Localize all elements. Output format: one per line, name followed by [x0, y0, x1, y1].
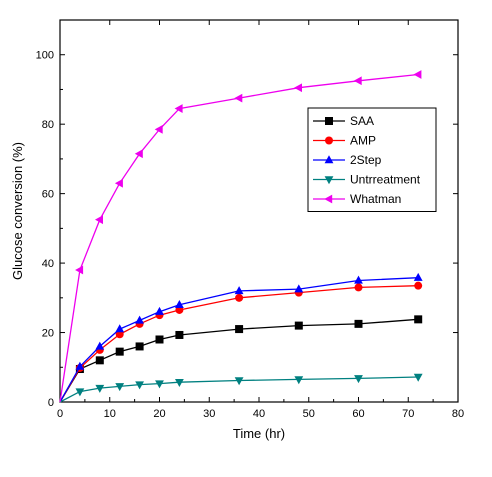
data-point-whatman [154, 124, 163, 134]
legend: SAA AMP 2Step Untrreatment Whatman [307, 107, 437, 212]
data-point-2step [234, 286, 244, 295]
x-axis-title: Time (hr) [233, 426, 285, 441]
data-point-amp [235, 293, 244, 302]
legend-label-amp: AMP [350, 134, 376, 148]
y-tick-label: 0 [48, 397, 54, 409]
y-axis-title: Glucose conversion (%) [10, 142, 25, 280]
series-whatman [59, 70, 422, 403]
data-point-2step [413, 272, 423, 281]
data-point-whatman [294, 83, 302, 93]
y-tick-label: 80 [42, 119, 54, 131]
legend-label-untrreatment: Untrreatment [350, 173, 421, 187]
x-tick-label: 50 [303, 408, 315, 420]
data-point-saa [155, 335, 164, 344]
series-2step [59, 272, 423, 403]
data-point-untrreatment [354, 375, 363, 384]
x-tick-label: 40 [253, 408, 265, 420]
data-point-untrreatment [155, 380, 164, 389]
data-point-2step [135, 315, 144, 324]
data-point-saa [414, 315, 423, 324]
x-tick-label: 60 [352, 408, 364, 420]
y-tick-label: 40 [42, 258, 54, 270]
data-point-saa [294, 321, 303, 330]
data-point-untrreatment [175, 379, 184, 388]
data-point-untrreatment [95, 384, 105, 393]
data-point-2step [95, 341, 105, 350]
data-point-untrreatment [413, 373, 423, 382]
legend-label-whatman: Whatman [350, 192, 401, 206]
legend-marker-untrreatment [324, 176, 334, 185]
data-point-saa [95, 356, 104, 365]
data-point-amp [414, 281, 423, 290]
series-saa [59, 315, 423, 403]
legend-marker-amp [325, 136, 333, 145]
data-point-saa [235, 325, 244, 334]
data-point-untrreatment [115, 383, 125, 392]
data-point-whatman [95, 215, 103, 225]
data-point-whatman [353, 76, 362, 86]
legend-marker-2step [324, 155, 334, 164]
data-point-whatman [234, 93, 243, 103]
data-point-amp [115, 330, 124, 339]
x-tick-label: 10 [104, 408, 116, 420]
data-point-2step [294, 284, 304, 293]
data-point-whatman [174, 104, 183, 113]
data-point-2step [354, 275, 363, 284]
data-point-saa [354, 319, 363, 328]
x-tick-label: 0 [57, 408, 63, 420]
data-point-untrreatment [294, 376, 304, 385]
y-tick-label: 100 [36, 50, 54, 62]
series-untrreatment [59, 373, 423, 403]
legend-marker-saa [325, 117, 333, 125]
data-point-whatman [413, 70, 422, 79]
data-point-whatman [134, 149, 143, 159]
data-point-untrreatment [75, 388, 85, 397]
x-tick-label: 20 [153, 408, 165, 420]
data-point-saa [115, 347, 124, 356]
data-point-2step [75, 361, 85, 370]
data-point-amp [175, 305, 184, 314]
legend-label-2step: 2Step [350, 153, 382, 167]
y-tick-label: 20 [42, 328, 54, 340]
axes: 0 10 20 30 40 50 60 70 80 0 20 40 60 80 100 [36, 19, 464, 420]
legend-marker-whatman [324, 194, 333, 204]
data-point-amp [354, 283, 363, 292]
data-point-whatman [114, 178, 123, 188]
data-point-untrreatment [135, 381, 144, 390]
series-amp [59, 281, 423, 403]
data-point-saa [135, 342, 144, 351]
data-point-2step [155, 306, 164, 315]
data-point-saa [175, 330, 184, 339]
data-point-2step [115, 324, 125, 333]
series-layer [59, 70, 423, 403]
y-tick-label: 60 [42, 189, 54, 201]
legend-label-saa: SAA [350, 114, 374, 128]
x-tick-label: 80 [452, 408, 464, 420]
x-tick-label: 70 [402, 408, 414, 420]
x-tick-label: 30 [203, 408, 215, 420]
data-point-untrreatment [234, 377, 244, 386]
data-point-2step [175, 299, 184, 308]
data-point-whatman [75, 265, 84, 275]
